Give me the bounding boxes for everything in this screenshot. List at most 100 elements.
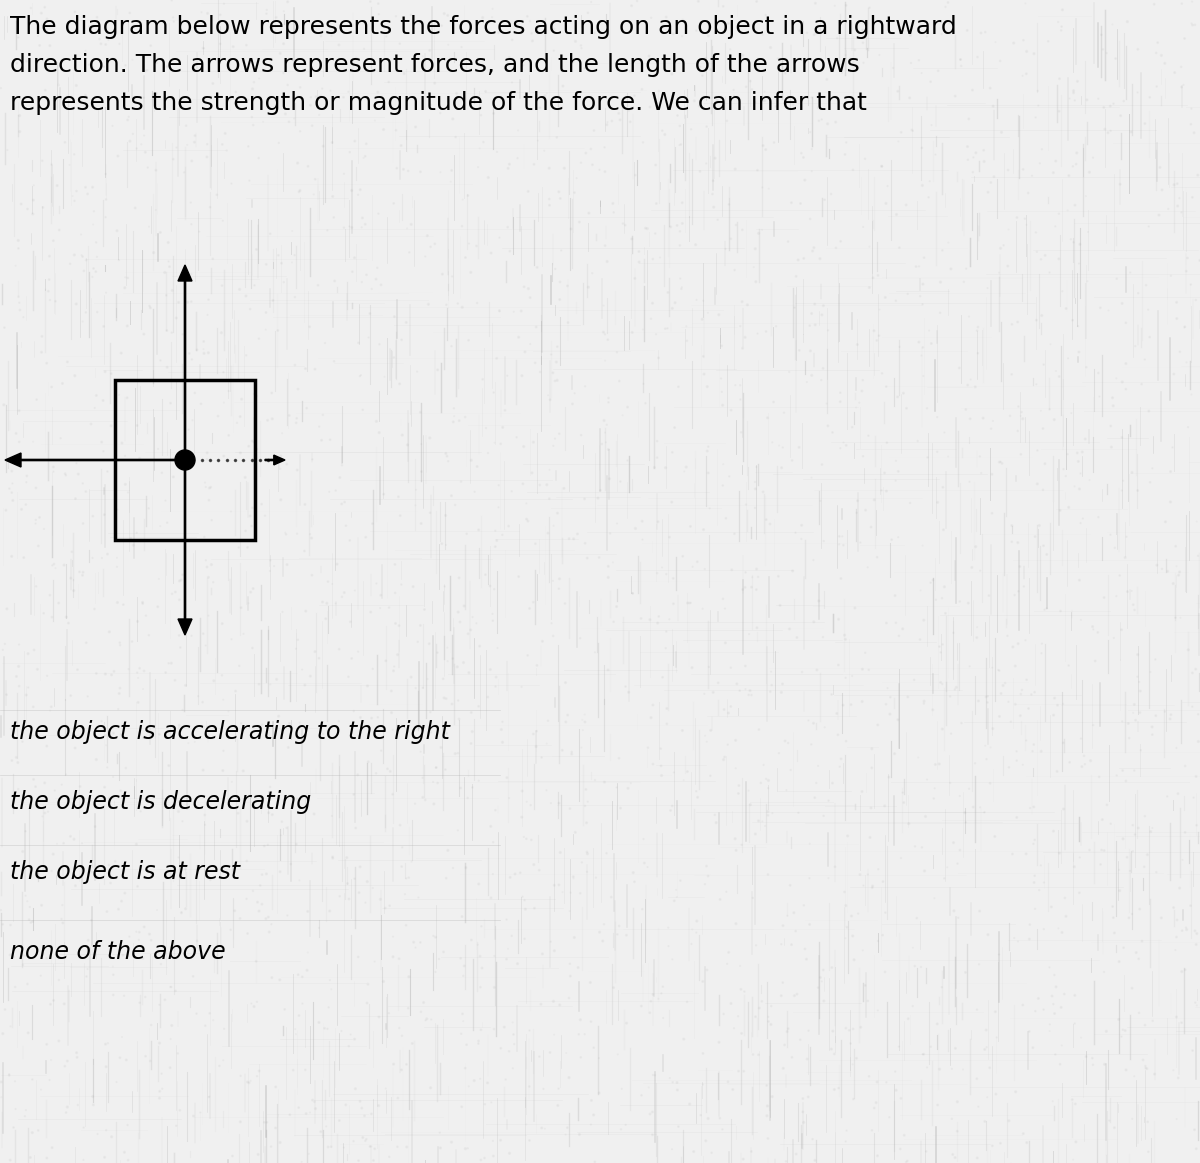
Point — [894, 793, 913, 812]
Point — [932, 24, 952, 43]
Point — [954, 1061, 973, 1079]
Point — [493, 526, 512, 544]
Point — [1049, 205, 1068, 223]
Point — [398, 162, 418, 180]
Point — [42, 698, 61, 716]
Point — [479, 169, 498, 187]
Point — [83, 1087, 102, 1106]
Point — [725, 86, 744, 105]
Point — [976, 1040, 995, 1058]
Point — [420, 41, 439, 59]
Point — [814, 807, 833, 826]
Point — [269, 707, 288, 726]
Point — [686, 21, 706, 40]
Point — [127, 416, 146, 435]
Point — [343, 15, 362, 34]
Point — [415, 600, 434, 619]
Point — [1069, 452, 1088, 471]
Point — [1097, 795, 1116, 814]
Point — [594, 297, 613, 315]
Point — [802, 735, 821, 754]
Point — [853, 21, 872, 40]
Point — [306, 170, 325, 188]
Point — [41, 36, 60, 55]
Point — [719, 704, 738, 722]
Point — [946, 1039, 965, 1057]
Point — [403, 577, 422, 595]
Point — [196, 1016, 215, 1035]
Point — [990, 946, 1009, 964]
Point — [529, 1047, 548, 1065]
Point — [1124, 762, 1144, 780]
Point — [470, 947, 490, 965]
Point — [482, 8, 502, 27]
Point — [1110, 861, 1129, 879]
Point — [784, 562, 803, 580]
Point — [112, 344, 131, 363]
Point — [893, 784, 912, 802]
Point — [738, 295, 757, 314]
Point — [767, 97, 786, 115]
Point — [148, 901, 167, 920]
Point — [968, 317, 988, 336]
Point — [725, 1019, 744, 1037]
Point — [1117, 13, 1136, 31]
Point — [868, 548, 887, 566]
Point — [762, 676, 781, 694]
Point — [142, 930, 161, 949]
Point — [1111, 106, 1130, 124]
Point — [625, 269, 644, 287]
Point — [584, 1039, 604, 1057]
Point — [730, 776, 749, 794]
Point — [757, 511, 776, 529]
Point — [539, 712, 558, 730]
Point — [134, 324, 154, 343]
Point — [964, 148, 983, 166]
Point — [424, 772, 443, 791]
Point — [228, 804, 247, 822]
Point — [647, 194, 666, 213]
Point — [448, 657, 467, 676]
Point — [181, 292, 200, 311]
Point — [1028, 81, 1048, 100]
Point — [598, 252, 617, 271]
Point — [640, 47, 659, 65]
Point — [250, 675, 269, 693]
Point — [359, 975, 378, 993]
Point — [432, 16, 451, 35]
Point — [853, 371, 872, 390]
Point — [721, 401, 740, 420]
Point — [557, 713, 576, 732]
Point — [1135, 807, 1154, 826]
Point — [124, 124, 143, 143]
Point — [214, 742, 233, 761]
Point — [37, 1149, 56, 1163]
Point — [49, 1032, 68, 1050]
Point — [610, 372, 629, 391]
Point — [913, 366, 932, 385]
Point — [212, 135, 232, 154]
Point — [24, 176, 43, 194]
Point — [262, 1137, 281, 1156]
Point — [643, 294, 662, 313]
Point — [1168, 174, 1187, 193]
Point — [476, 565, 496, 584]
Point — [388, 645, 407, 664]
Point — [438, 841, 457, 859]
Point — [512, 678, 532, 697]
Point — [600, 525, 619, 543]
Point — [1130, 900, 1150, 919]
Point — [96, 165, 115, 184]
Point — [394, 160, 413, 179]
Point — [473, 370, 492, 388]
Point — [1090, 768, 1109, 786]
Point — [30, 508, 49, 527]
Point — [258, 835, 277, 854]
Point — [1174, 76, 1193, 94]
Point — [610, 58, 629, 77]
Point — [1066, 195, 1085, 214]
Point — [83, 507, 102, 526]
Point — [474, 133, 493, 151]
Point — [796, 171, 815, 190]
Point — [379, 1004, 398, 1022]
